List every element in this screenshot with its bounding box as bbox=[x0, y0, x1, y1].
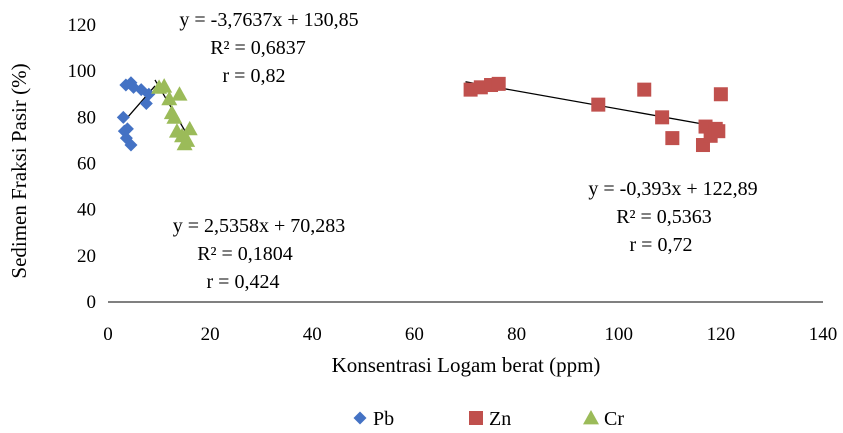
annotation-line: R² = 0,5363 bbox=[616, 206, 712, 228]
y-tick-label: 20 bbox=[77, 246, 96, 267]
x-tick-labels: 0 20 40 60 80 100 120 140 bbox=[103, 324, 837, 345]
y-tick-label: 60 bbox=[77, 154, 96, 175]
annotation-line: r = 0,72 bbox=[630, 234, 693, 256]
data-points bbox=[116, 76, 728, 153]
x-tick-label: 80 bbox=[507, 324, 526, 345]
annotation-regression-pb: y = 2,5358x + 70,283 R² = 0,1804 r = 0,4… bbox=[173, 215, 346, 293]
annotation-line: y = 2,5358x + 70,283 bbox=[173, 215, 346, 237]
x-tick-label: 0 bbox=[103, 324, 113, 345]
legend-marker-shape bbox=[583, 410, 599, 425]
annotation-line: R² = 0,1804 bbox=[197, 243, 293, 265]
annotation-line: r = 0,424 bbox=[207, 271, 280, 293]
x-tick-label: 140 bbox=[809, 324, 838, 345]
data-point-cr bbox=[179, 132, 196, 147]
legend-marker-shape bbox=[469, 411, 483, 425]
data-point-zn bbox=[711, 124, 726, 139]
legend-marker-zn bbox=[469, 411, 483, 425]
x-tick-label: 20 bbox=[201, 324, 220, 345]
data-point-pb bbox=[142, 87, 156, 101]
legend-marker-pb bbox=[353, 411, 367, 425]
annotation-line: y = -3,7637x + 130,85 bbox=[179, 9, 358, 31]
y-tick-label: 40 bbox=[77, 200, 96, 221]
data-point-pb bbox=[116, 110, 130, 124]
legend-label-pb: Pb bbox=[373, 408, 394, 430]
y-axis-title: Sedimen Fraksi Pasir (%) bbox=[7, 63, 31, 278]
y-tick-label: 120 bbox=[68, 15, 97, 36]
legend-label-cr: Cr bbox=[604, 408, 624, 430]
data-point-zn bbox=[655, 110, 670, 125]
x-tick-label: 100 bbox=[604, 324, 633, 345]
y-tick-label: 0 bbox=[87, 292, 97, 313]
annotation-line: R² = 0,6837 bbox=[210, 37, 306, 59]
legend: Pb Zn Cr bbox=[353, 408, 624, 430]
legend-marker-shape bbox=[353, 411, 367, 425]
annotation-regression-cr: y = -3,7637x + 130,85 R² = 0,6837 r = 0,… bbox=[179, 9, 358, 87]
legend-marker-cr bbox=[583, 410, 599, 425]
data-point-cr bbox=[181, 120, 198, 136]
data-point-zn bbox=[713, 87, 728, 102]
data-point-cr bbox=[161, 90, 178, 106]
y-tick-labels: 0 20 40 60 80 100 120 bbox=[68, 15, 97, 313]
legend-label-zn: Zn bbox=[489, 408, 511, 430]
annotation-regression-zn: y = -0,393x + 122,89 R² = 0,5363 r = 0,7… bbox=[588, 178, 757, 256]
x-tick-label: 60 bbox=[405, 324, 424, 345]
data-point-pb bbox=[124, 138, 138, 152]
data-point-cr bbox=[156, 78, 173, 93]
data-point-zn bbox=[491, 76, 506, 91]
annotation-line: r = 0,82 bbox=[223, 65, 286, 87]
y-tick-label: 80 bbox=[77, 107, 96, 128]
y-tick-label: 100 bbox=[68, 61, 97, 82]
data-point-cr bbox=[171, 86, 188, 101]
data-point-pb bbox=[139, 96, 153, 110]
data-point-zn bbox=[591, 97, 606, 112]
x-axis-title: Konsentrasi Logam berat (ppm) bbox=[332, 353, 601, 377]
trendlines bbox=[122, 79, 721, 138]
data-point-zn bbox=[665, 131, 680, 146]
x-tick-label: 120 bbox=[707, 324, 736, 345]
data-point-pb bbox=[120, 122, 134, 136]
data-point-zn bbox=[637, 82, 652, 97]
x-tick-label: 40 bbox=[303, 324, 322, 345]
annotation-line: y = -0,393x + 122,89 bbox=[588, 178, 757, 200]
data-point-cr bbox=[166, 109, 183, 124]
